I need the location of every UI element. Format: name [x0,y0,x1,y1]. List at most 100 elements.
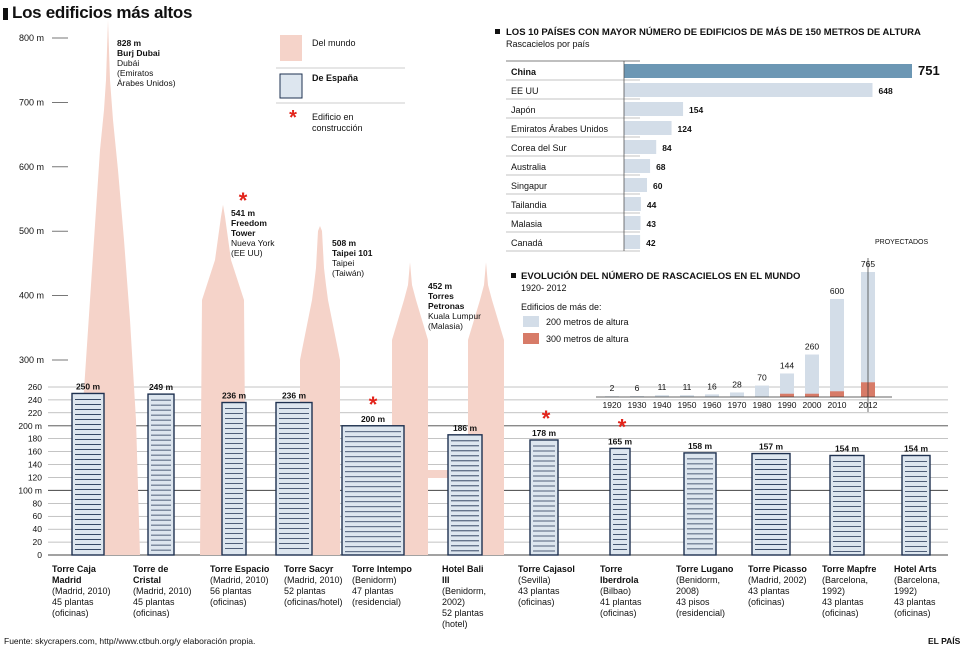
spain-height-label: 154 m [835,443,860,453]
legend-construction-label: construcción [312,123,363,133]
evolution-value: 600 [830,286,844,296]
evolution-bar-200 [705,394,719,397]
world-name-label: Burj Dubai [117,48,160,58]
evolution-tick-label: 1930 [628,400,647,410]
country-value: 60 [653,181,663,191]
world-city-label: Taipei [332,258,354,268]
country-label: Australia [511,162,546,172]
spain-building-body [341,425,405,556]
spain-name-label: Hotel Arts [894,564,937,574]
country-label: Canadá [511,238,543,248]
evolution-tick-label: 1980 [753,400,772,410]
world-name-label: Taipei 101 [332,248,373,258]
evolution-tick-label: 1920 [603,400,622,410]
spain-height-label: 200 m [361,414,386,424]
country-bar [624,159,651,173]
spain-height-label: 250 m [76,381,101,391]
evolution-bar-200 [780,373,794,397]
evolution-bar-200 [730,392,744,397]
world-country-label: (Malasia) [428,321,463,331]
countries-title: LOS 10 PAÍSES CON MAYOR NÚMERO DE EDIFIC… [506,26,921,38]
country-label: EE UU [511,86,539,96]
spain-height-label: 236 m [282,391,307,401]
spain-height-label: 157 m [759,442,784,452]
evolution-value: 16 [707,381,717,391]
evolution-tick-label: 2000 [803,400,822,410]
country-bar [624,121,672,135]
evolution-value: 260 [805,342,819,352]
major-tick-label: 700 m [19,97,44,107]
spain-building [751,452,791,556]
credit: EL PAÍS [928,636,961,646]
world-name-label: Torres [428,291,454,301]
spain-building-body [447,434,483,556]
country-label: Japón [511,105,536,115]
country-value: 42 [646,238,656,248]
spain-info-label: (oficinas) [822,608,859,618]
spain-building-body [609,447,631,556]
country-value: 44 [647,200,657,210]
spain-building [901,454,931,556]
world-name-label: Petronas [428,301,465,311]
major-tick-label: 800 m [19,33,44,43]
world-country-label: (Emiratos [117,68,153,78]
spain-info-label: 52 plantas [284,586,326,596]
minor-tick-label: 260 [28,382,42,392]
spain-name-label: Torre Intempo [352,564,412,574]
evolution-value: 70 [757,373,767,383]
legend-spain-label: De España [312,73,359,83]
evolution-bar-200 [805,354,819,397]
spain-info-label: (oficinas) [52,608,89,618]
spain-building-body [147,393,175,556]
construction-star: * [542,406,551,431]
spain-building [447,434,483,556]
country-label: Tailandia [511,200,547,210]
spain-info-label: 47 plantas [352,586,394,596]
spain-info-label: (oficinas/hotel) [284,597,343,607]
spain-info-label: 45 plantas [133,597,175,607]
minor-tick-label: 60 [33,511,43,521]
evolution-tick-label: 2010 [828,400,847,410]
spain-building [341,425,405,556]
evolution-value: 11 [683,382,692,392]
spain-info-label: (Benidorm, [442,586,486,596]
source-note: Fuente: skycrapers.com, http//www.ctbuh.… [4,636,256,646]
minor-tick-label: 80 [33,498,43,508]
spain-building [275,401,313,556]
spain-info-label: (Benidorm, [676,575,720,585]
world-height-label: 541 m [231,208,256,218]
evolution-tick-label: 1970 [728,400,747,410]
evolution-tick-label: 1940 [653,400,672,410]
evolution-tick-label: 1950 [678,400,697,410]
minor-tick-label: 180 [28,434,42,444]
title-marker [3,8,8,20]
spain-building [829,454,865,556]
spain-info-label: (Benidorm) [352,575,397,585]
evolution-tick-label: 1990 [778,400,797,410]
minor-tick-label: 240 [28,395,42,405]
spain-info-label: (residencial) [676,608,725,618]
evolution-bar-300 [830,391,844,397]
spain-building [147,393,175,556]
spain-info-label: 1992) [822,586,845,596]
spain-height-label: 158 m [688,441,713,451]
spain-name-label: Torre de [133,564,168,574]
minor-tick-label: 220 [28,408,42,418]
spain-name-label: Torre Espacio [210,564,270,574]
country-value: 43 [646,219,656,229]
country-bar [624,64,912,78]
evolution-legend-200: 200 metros de altura [546,317,629,327]
spain-info-label: (hotel) [442,619,468,629]
minor-tick-label: 20 [33,537,43,547]
evolution-annotation: PROYECTADOS [875,239,928,246]
major-tick-label: 300 m [19,355,44,365]
evolution-bar-200 [830,298,844,397]
country-value: 154 [689,105,703,115]
spain-info-label: 43 plantas [518,586,560,596]
world-name-label: Freedom [231,218,267,228]
spain-height-label: 165 m [608,436,633,446]
spain-info-label: (Barcelona, [822,575,868,585]
legend-star: * [289,107,297,129]
spain-height-label: 154 m [904,443,929,453]
country-bar [624,140,657,154]
